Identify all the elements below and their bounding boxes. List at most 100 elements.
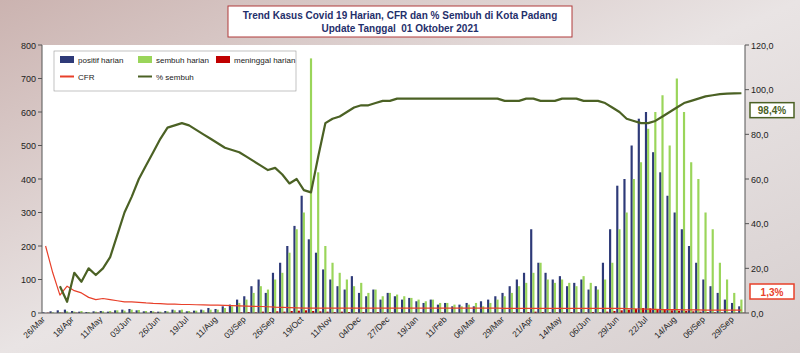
bar — [339, 273, 341, 313]
y2-tick-label: 60,0 — [751, 175, 769, 185]
bar — [468, 305, 470, 313]
bar — [128, 309, 130, 313]
legend-swatch — [138, 56, 152, 63]
bar — [396, 295, 398, 313]
bar — [288, 253, 290, 313]
bar — [374, 290, 376, 313]
annotation-box — [750, 103, 794, 118]
bar — [296, 229, 298, 313]
y-tick — [38, 246, 42, 247]
bar — [336, 286, 338, 313]
y2-tick — [745, 134, 749, 135]
title-frame — [228, 6, 572, 37]
bar — [430, 300, 432, 313]
bar — [358, 293, 360, 313]
y-tick-label: 0 — [31, 309, 36, 319]
x-tick-label: 14/May — [537, 314, 564, 341]
bar — [461, 306, 463, 313]
bar — [317, 172, 319, 313]
y2-tick-label: 20,0 — [751, 264, 769, 274]
bar — [683, 112, 685, 313]
bar — [647, 129, 649, 313]
bar — [351, 276, 353, 313]
bar — [301, 196, 303, 313]
subtitle: Update Tanggal 01 Oktober 2021 — [321, 23, 479, 34]
annotation-text: 98,4% — [758, 105, 786, 116]
bar-series — [52, 58, 743, 313]
bar — [566, 286, 568, 313]
bar — [697, 179, 699, 313]
bar — [432, 300, 434, 313]
annotation: 1,3% — [750, 284, 794, 299]
y-tick — [38, 112, 42, 113]
y2-tick-label: 120,0 — [751, 41, 774, 51]
y2-tick-label: 100,0 — [751, 85, 774, 95]
bar — [532, 273, 534, 313]
bar — [286, 246, 288, 313]
bar — [539, 263, 541, 313]
bar — [322, 269, 324, 313]
bar — [595, 286, 597, 313]
bar — [654, 112, 656, 313]
bar — [626, 213, 628, 314]
x-tick-label: 19/Jul — [167, 314, 190, 337]
x-tick-label: 29/Jun — [596, 314, 621, 339]
bar — [638, 119, 640, 313]
bar — [473, 306, 475, 313]
y2-tick — [745, 313, 749, 314]
data-group — [42, 58, 744, 313]
y-tick-label: 100 — [21, 275, 36, 285]
y2-tick — [745, 268, 749, 269]
bar — [181, 310, 183, 313]
bar — [372, 290, 374, 313]
bar — [640, 162, 642, 313]
legend-label: meninggal harian — [234, 56, 295, 65]
y-tick — [38, 313, 42, 314]
bar — [367, 293, 369, 313]
bar — [740, 300, 742, 313]
bar — [64, 310, 66, 313]
bar — [709, 286, 711, 313]
bar — [408, 298, 410, 313]
y-tick — [38, 145, 42, 146]
bar — [511, 293, 513, 313]
y-tick-label: 300 — [21, 208, 36, 218]
bar — [704, 213, 706, 314]
bar — [712, 229, 714, 313]
bar — [544, 273, 546, 313]
bar — [231, 306, 233, 313]
bar — [681, 229, 683, 313]
bar — [267, 290, 269, 313]
bar-series — [42, 112, 740, 313]
bar — [258, 280, 260, 314]
x-tick-label: 29/Mar — [480, 314, 506, 340]
bar — [200, 310, 202, 313]
bar — [688, 246, 690, 313]
y2-tick-label: 0,0 — [751, 309, 764, 319]
bar — [425, 301, 427, 313]
bar — [171, 310, 173, 313]
y-tick-label: 700 — [21, 74, 36, 84]
y-tick — [38, 45, 42, 46]
bar — [494, 296, 496, 313]
bar — [618, 229, 620, 313]
legend-label: sembuh harian — [156, 56, 209, 65]
bar — [224, 308, 226, 313]
bar — [631, 146, 633, 314]
y2-tick — [745, 89, 749, 90]
bar — [702, 280, 704, 314]
bar — [496, 300, 498, 313]
bar — [726, 280, 728, 314]
bar — [214, 309, 216, 313]
bar — [415, 301, 417, 313]
bar — [731, 303, 733, 313]
bar — [437, 305, 439, 313]
y2-tick-label: 40,0 — [751, 219, 769, 229]
y-tick-label: 500 — [21, 141, 36, 151]
y-tick — [38, 179, 42, 180]
bar — [602, 263, 604, 313]
bar — [611, 263, 613, 313]
bar — [394, 296, 396, 313]
x-tick-label: 03/Jun — [108, 314, 133, 339]
y2-tick — [745, 179, 749, 180]
